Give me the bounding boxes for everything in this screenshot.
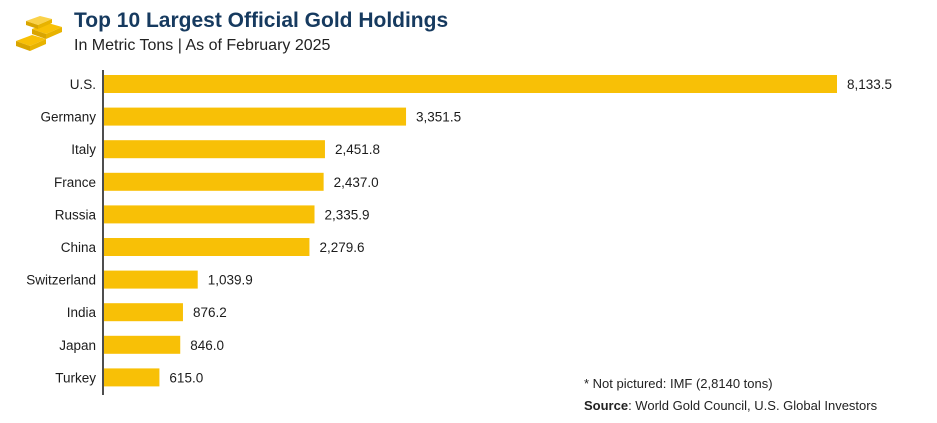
bar-russia [104, 205, 315, 224]
value-label: 2,279.6 [319, 240, 364, 255]
gold-bars-icon [16, 16, 62, 51]
value-label: 2,335.9 [325, 207, 370, 222]
value-label: 2,451.8 [335, 142, 380, 157]
bar-france [104, 172, 324, 191]
source-label: Source [584, 398, 629, 413]
category-label: Switzerland [26, 273, 96, 288]
bar-italy [104, 140, 325, 159]
category-label: France [54, 175, 96, 190]
value-label: 846.0 [190, 338, 224, 353]
value-label: 3,351.5 [416, 110, 461, 125]
category-label: China [61, 240, 97, 255]
bar-india [104, 303, 183, 322]
source-note: Source: World Gold Council, U.S. Global … [584, 398, 877, 413]
category-label: India [67, 305, 97, 320]
bar-germany [104, 107, 407, 126]
category-label: Italy [71, 142, 96, 157]
source-text: : World Gold Council, U.S. Global Invest… [628, 398, 878, 413]
value-label: 1,039.9 [208, 273, 253, 288]
bar-japan [104, 335, 181, 354]
chart-title: Top 10 Largest Official Gold Holdings [74, 9, 449, 32]
bar-switzerland [104, 270, 198, 289]
value-label: 2,437.0 [334, 175, 379, 190]
category-label: Germany [40, 110, 96, 125]
value-label: 876.2 [193, 305, 227, 320]
category-label: Russia [55, 207, 97, 222]
bar-china [104, 238, 310, 256]
category-label: Turkey [55, 370, 96, 385]
bar-turkey [104, 368, 160, 387]
chart-subtitle: In Metric Tons | As of February 2025 [74, 37, 331, 54]
bar-us [104, 75, 837, 93]
category-label: Japan [59, 338, 96, 353]
category-label: U.S. [70, 77, 96, 92]
value-label: 8,133.5 [847, 77, 892, 92]
footnote: * Not pictured: IMF (2,8140 tons) [584, 376, 773, 391]
value-label: 615.0 [169, 370, 203, 385]
